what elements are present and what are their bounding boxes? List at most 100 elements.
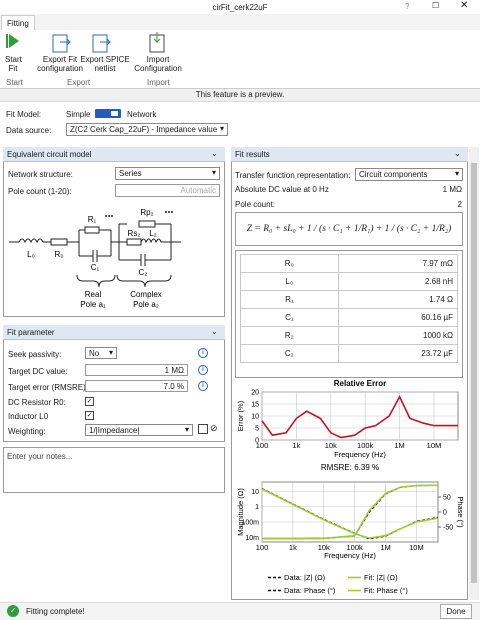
pole-count-label: Pole count (1-20): xyxy=(8,187,72,196)
y-tick-label: 10m xyxy=(245,535,259,542)
done-button[interactable]: Done xyxy=(440,604,472,619)
scroll-thumb[interactable] xyxy=(471,163,477,583)
info-icon[interactable]: i xyxy=(198,365,208,375)
component-label: Rs₂ xyxy=(128,229,141,238)
dc-label: Absolute DC value at 0 Hz xyxy=(235,185,329,194)
weighting-hide[interactable]: ⊘ xyxy=(210,423,218,433)
ribbon-icons xyxy=(6,32,165,53)
formula: Z = R₀ + sL₀ + 1 / (s · C₁ + 1/R₁) + 1 /… xyxy=(235,212,463,246)
start-fit-button[interactable]: Start Fit xyxy=(5,55,22,73)
dc-value-input[interactable]: 1 MΩ xyxy=(85,364,188,376)
legend-label: Data: Phase (°) xyxy=(284,586,336,595)
y-tick-label: 100m xyxy=(241,520,259,527)
weighting-dropdown[interactable]: 1/|Impedance| xyxy=(85,424,193,436)
param-name: R₂ xyxy=(240,326,339,345)
x-tick-label: 1k xyxy=(292,441,300,450)
pole-label: Pole a₁ xyxy=(80,300,106,309)
param-value: 23.72 µF xyxy=(337,344,459,363)
circuit-diagram: L₀ R₀ R₁ C₁ Rp₂ Rs₂ L₂ C₂ Real Pole a₁ C… xyxy=(9,208,181,309)
passivity-dropdown[interactable]: No xyxy=(85,347,117,359)
collapse-icon[interactable]: ⌄ xyxy=(211,327,218,336)
target-error-input[interactable]: 7.0 % xyxy=(85,380,188,392)
tf-dropdown[interactable]: Circuit components xyxy=(355,168,463,181)
y-tick-label: 0 xyxy=(255,438,259,445)
x-tick-label: 100 xyxy=(256,543,269,552)
panel-header: Fit results xyxy=(231,147,468,162)
panel-header: Equivalent circuit model xyxy=(3,147,225,162)
ribbon xyxy=(0,30,480,89)
chart-title: Relative Error xyxy=(334,379,386,388)
param-label: Target error (RMSRE): xyxy=(8,383,89,392)
import-config-button[interactable]: Import Configuration xyxy=(134,55,182,73)
notes-box[interactable] xyxy=(3,447,225,493)
x-tick-label: 100k xyxy=(347,543,364,552)
status-bar xyxy=(0,602,480,620)
param-label: Seek passivity: xyxy=(8,350,62,359)
fit-model-label: Fit Model: xyxy=(6,110,42,119)
weighting-edit[interactable] xyxy=(198,424,208,434)
network-label: Network structure: xyxy=(8,170,73,179)
help-button[interactable]: ? xyxy=(405,2,410,11)
status-message: Fitting complete! xyxy=(26,607,85,616)
pole-label: Pole count: xyxy=(235,200,276,209)
info-icon[interactable]: i xyxy=(198,381,208,391)
l0-checkbox[interactable]: ✓ xyxy=(85,411,94,420)
info-icon[interactable]: i xyxy=(198,348,208,358)
network-dropdown[interactable]: Series xyxy=(115,167,220,180)
window-title: cirFit_cerk22uF xyxy=(212,3,268,12)
tab-strip xyxy=(0,14,480,30)
y-tick-label: 15 xyxy=(251,402,259,409)
option-simple[interactable]: Simple xyxy=(66,110,91,119)
export-spice-button[interactable]: Export SPICE netlist xyxy=(80,55,130,73)
y-tick-label: 20 xyxy=(251,390,259,397)
legend-label: Fit: Phase (°) xyxy=(364,586,408,595)
table-row: L₀ 2.68 nH xyxy=(240,272,459,291)
r0-checkbox[interactable]: ✓ xyxy=(85,397,94,406)
group-label: Start xyxy=(6,78,23,87)
chart-title: RMSRE: 6.39 % xyxy=(321,463,379,472)
y2-tick-label: -50 xyxy=(443,525,453,532)
collapse-icon[interactable]: ⌄ xyxy=(211,149,218,158)
pole-count-input[interactable]: Automatic xyxy=(115,184,220,197)
component-label: C₂ xyxy=(139,268,148,277)
ribbon-tab[interactable]: Fitting xyxy=(1,15,35,31)
maximize-button[interactable]: ☐ xyxy=(432,1,440,10)
param-label: Target DC value: xyxy=(8,367,68,376)
notes-placeholder: Enter your notes... xyxy=(7,452,73,461)
param-value: 1000 kΩ xyxy=(337,326,459,345)
param-name: C₁ xyxy=(240,308,339,327)
data-line xyxy=(262,484,439,540)
param-label: DC Resistor R0: xyxy=(8,398,66,407)
model-toggle[interactable] xyxy=(95,109,121,118)
y-axis-label: Magnitude (Ω) xyxy=(236,488,245,536)
pole-value: 2 xyxy=(457,200,462,209)
x-axis-label: Frequency (Hz) xyxy=(324,551,376,560)
export-fit-button[interactable]: Export Fit configuration xyxy=(37,55,83,73)
option-network[interactable]: Network xyxy=(127,110,157,119)
impedance-chart: RMSRE: 6.39 %100 1k 10k 100k 1M 10M10m100m110… xyxy=(236,463,464,595)
param-value: 2.68 nH xyxy=(337,272,459,291)
success-icon: ✓ xyxy=(7,605,19,617)
x-tick-label: 10M xyxy=(409,543,424,552)
table-row: R₂ 1000 kΩ xyxy=(240,326,459,345)
param-value: 7.97 mΩ xyxy=(337,254,459,273)
y-axis-label: Error (%) xyxy=(236,400,245,431)
relative-error-chart: Relative Error 100 1k 10k 100k 1M 10M 0 5 10 15 20 F… xyxy=(236,379,459,459)
data-source-dropdown[interactable]: Z(C2 Cerk Cap_22uF) - Impedance value xyxy=(66,123,228,136)
legend-label: Fit: |Z| (Ω) xyxy=(364,573,398,582)
data-source-label: Data source: xyxy=(6,126,52,135)
data-line xyxy=(261,395,458,439)
close-button[interactable]: ✕ xyxy=(460,0,469,11)
table-row: C₂ 23.72 µF xyxy=(240,344,459,363)
x-tick-label: 100k xyxy=(357,441,374,450)
table-row: R₀ 7.97 mΩ xyxy=(240,254,459,273)
y2-tick-label: 0 xyxy=(443,510,447,517)
param-name: R₁ xyxy=(240,290,339,309)
param-value: 1.74 Ω xyxy=(337,290,459,309)
collapse-icon[interactable]: ⌄ xyxy=(454,149,461,158)
y2-tick-label: 50 xyxy=(443,495,451,502)
x-tick-label: 10M xyxy=(427,441,442,450)
y-tick-label: 1 xyxy=(255,504,259,511)
param-label: Weighting: xyxy=(8,427,46,436)
group-label: Import xyxy=(147,78,170,87)
